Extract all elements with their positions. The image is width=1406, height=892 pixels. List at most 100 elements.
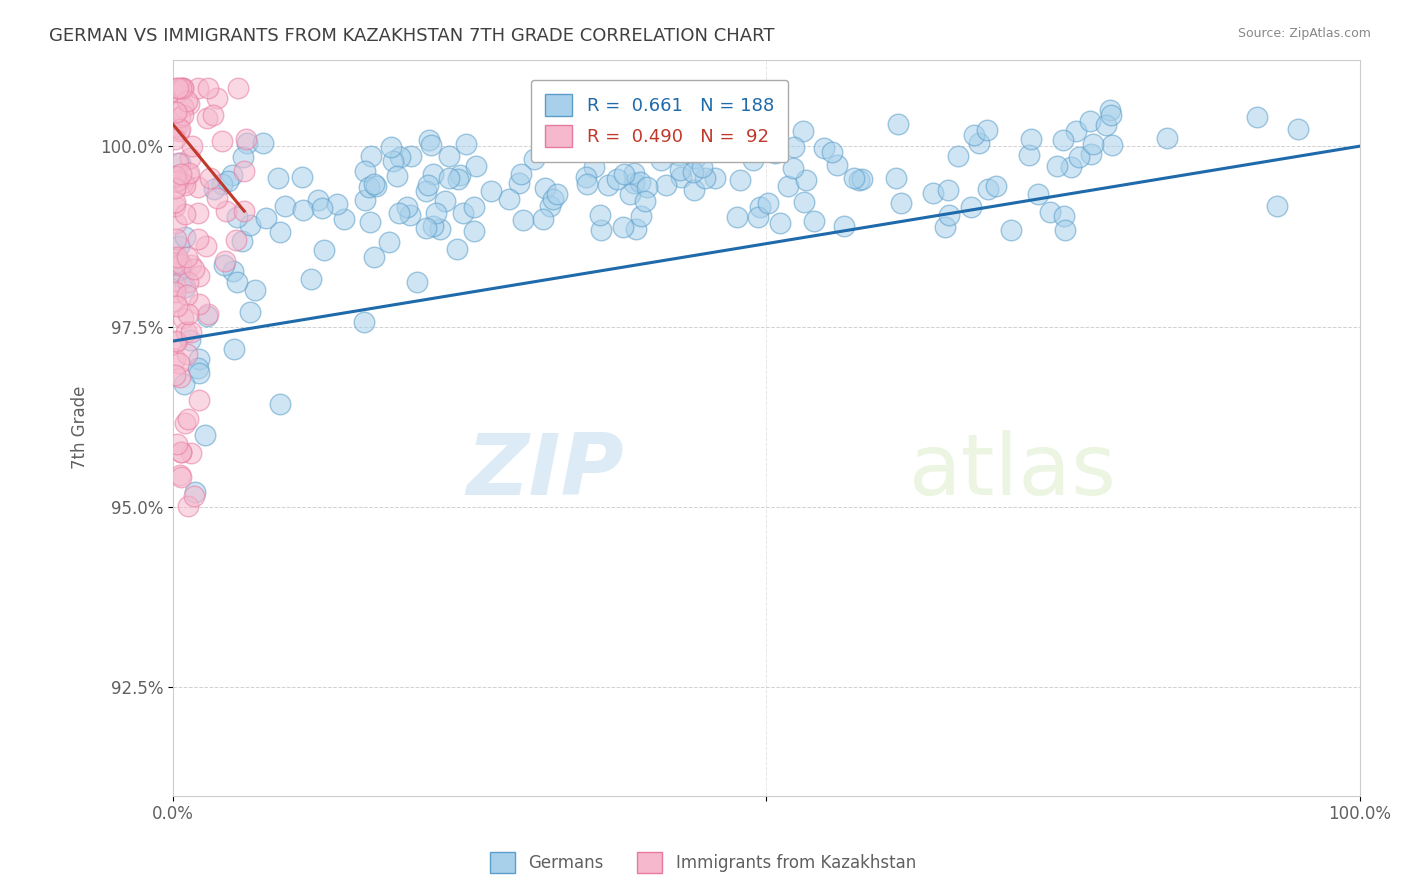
Point (741, 153, 763, 167)
Point (389, 150, 412, 164)
Point (177, 169, 200, 183)
Point (479, 184, 502, 198)
Point (176, 250, 198, 264)
Point (197, 81, 219, 95)
Point (695, 171, 717, 186)
Point (634, 97, 657, 112)
Point (211, 177, 233, 191)
Point (197, 307, 219, 321)
Point (165, 132, 187, 146)
Point (366, 178, 388, 193)
Point (254, 211, 277, 225)
Point (170, 445, 193, 459)
Point (170, 445, 193, 459)
Point (167, 262, 190, 277)
Point (531, 211, 554, 226)
Point (1000, 222, 1022, 236)
Point (173, 376, 195, 391)
Point (169, 468, 191, 483)
Point (921, 186, 943, 201)
Point (174, 178, 197, 192)
Point (269, 225, 291, 239)
Point (165, 352, 187, 367)
Point (165, 181, 187, 195)
Point (1265, 199, 1288, 213)
Point (180, 325, 202, 339)
Point (464, 159, 486, 173)
Point (763, 146, 786, 161)
Point (195, 310, 218, 324)
Point (619, 187, 641, 202)
Point (202, 181, 225, 195)
Point (166, 120, 188, 134)
Text: atlas: atlas (908, 430, 1116, 514)
Point (177, 499, 200, 513)
Point (439, 171, 461, 186)
Point (357, 180, 380, 194)
Point (449, 168, 471, 182)
Point (172, 108, 194, 122)
Point (425, 206, 447, 220)
Point (187, 352, 209, 367)
Point (166, 251, 188, 265)
Point (187, 81, 209, 95)
Point (173, 230, 195, 244)
Point (422, 219, 444, 234)
Point (226, 81, 249, 95)
Point (889, 195, 911, 210)
Point (170, 469, 193, 483)
Point (546, 187, 568, 202)
Point (1052, 133, 1074, 147)
Point (728, 173, 751, 187)
Point (415, 221, 437, 235)
Point (174, 325, 197, 339)
Point (172, 310, 194, 325)
Point (165, 81, 187, 95)
Point (683, 183, 706, 197)
Point (1018, 148, 1040, 162)
Point (214, 258, 236, 272)
Point (165, 255, 187, 269)
Point (205, 91, 228, 105)
Point (498, 192, 520, 206)
Point (188, 268, 211, 283)
Point (782, 161, 804, 175)
Point (165, 294, 187, 309)
Point (454, 137, 477, 152)
Point (172, 100, 194, 114)
Point (634, 194, 657, 208)
Point (165, 216, 187, 230)
Point (221, 169, 243, 183)
Point (851, 171, 873, 186)
Point (169, 111, 191, 125)
Point (165, 169, 187, 183)
Point (311, 201, 333, 215)
Point (574, 137, 596, 152)
Point (650, 153, 672, 168)
Point (583, 160, 606, 174)
Point (169, 123, 191, 137)
Point (623, 176, 645, 190)
Point (463, 200, 485, 214)
Point (1156, 131, 1178, 145)
Point (179, 152, 201, 166)
Point (538, 199, 561, 213)
Point (1095, 118, 1118, 132)
Point (668, 162, 690, 177)
Point (165, 278, 187, 293)
Point (312, 243, 335, 257)
Point (239, 218, 262, 232)
Point (509, 168, 531, 182)
Point (938, 208, 960, 222)
Point (217, 174, 239, 188)
Point (174, 417, 197, 431)
Point (395, 200, 418, 214)
Point (211, 134, 233, 148)
Point (794, 173, 817, 187)
Point (177, 307, 200, 321)
Point (380, 140, 402, 154)
Point (187, 206, 209, 220)
Point (194, 238, 217, 252)
Point (169, 156, 191, 170)
Point (188, 366, 211, 380)
